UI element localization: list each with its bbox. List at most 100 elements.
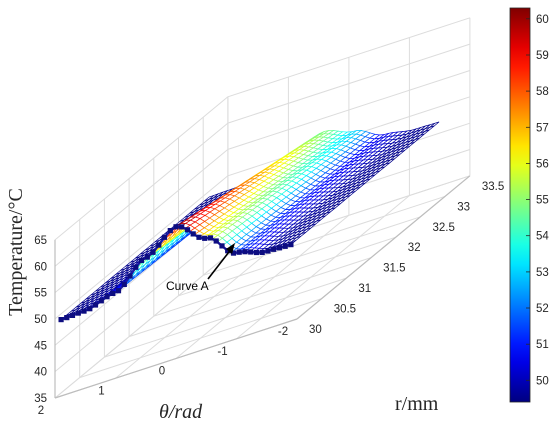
x-tick-label: 33.5 — [482, 181, 504, 193]
grid-line — [54, 228, 229, 372]
curve-a-marker — [110, 290, 116, 296]
grid-line — [115, 234, 289, 379]
axes-walls — [54, 17, 471, 399]
curve-a-marker — [207, 235, 214, 241]
y-tick-label: -2 — [278, 326, 288, 338]
z-axis-label: Temperature/°C — [5, 188, 27, 316]
grid-line — [54, 254, 229, 399]
curve-a-marker — [161, 234, 168, 240]
curve-a-marker — [190, 231, 196, 237]
x-tick-label: 31.5 — [383, 263, 405, 275]
curve-a-marker — [133, 264, 139, 270]
colorbar-tick-label: 50 — [536, 375, 549, 387]
annotation-layer: Curve A — [166, 243, 235, 293]
z-tick-label: 40 — [34, 367, 47, 379]
curve-a-marker — [156, 242, 162, 248]
curve-a-marker — [104, 294, 110, 300]
grid-line — [178, 216, 421, 297]
x-tick-label: 33 — [457, 201, 470, 213]
curve-a-marker — [265, 248, 271, 254]
colorbar-tick-label: 57 — [536, 122, 549, 134]
x-tick-label: 30.5 — [334, 304, 356, 316]
surface-mesh — [60, 121, 440, 320]
colorbar-tick-label: 52 — [536, 303, 549, 315]
curve-a-marker — [253, 249, 260, 256]
curve-a-marker — [87, 306, 93, 312]
colorbar-tick-label: 60 — [536, 14, 549, 26]
tick-labels: 35404550556065-2-10123030.53131.53232.53… — [34, 181, 504, 417]
curve-a-marker — [230, 250, 237, 256]
curve-a-marker — [179, 224, 185, 230]
annotation-arrowhead — [226, 243, 235, 254]
grid-line — [153, 236, 396, 317]
curve-a-marker — [219, 243, 225, 249]
curve-a-marker — [75, 310, 81, 316]
curve-a-marker — [236, 249, 242, 255]
curve-a-marker — [127, 273, 133, 279]
curve-a-marker — [138, 257, 145, 263]
colorbar-tick-label: 54 — [536, 231, 549, 243]
x-tick-label: 30 — [309, 324, 322, 336]
colorbar-tick-label: 53 — [536, 267, 549, 279]
colorbar-tick-label: 59 — [536, 50, 549, 62]
colorbar-tick-label: 55 — [536, 195, 549, 207]
annotation-arrow — [207, 247, 233, 280]
curve-a-marker — [271, 246, 277, 252]
curve-a-marker — [242, 249, 248, 255]
curve-a-marker — [248, 249, 254, 255]
curve-a-marker — [64, 315, 70, 321]
z-tick-label: 35 — [34, 393, 47, 405]
curve-a-marker — [276, 245, 283, 251]
curve-a-marker — [121, 281, 127, 287]
axis-edge — [296, 175, 471, 320]
curve-a-marker — [173, 224, 179, 230]
grid-line — [104, 277, 347, 358]
y-tick-label: 0 — [159, 366, 165, 378]
curve-a-marker — [58, 317, 64, 323]
grid-line — [54, 122, 229, 267]
curve-a-marker — [92, 302, 99, 308]
curve-a-marker — [150, 249, 156, 255]
z-tick-label: 50 — [34, 314, 47, 326]
x-tick-label: 31 — [358, 283, 371, 295]
curve-a-marker — [69, 312, 76, 318]
y-tick-label: 2 — [38, 405, 44, 417]
colorbar-gradient — [509, 7, 531, 403]
grid-line — [54, 96, 229, 241]
grid-line — [128, 257, 372, 338]
x-tick-label: 32 — [408, 242, 421, 254]
colorbar-tick-label: 56 — [536, 158, 549, 170]
curve-a-marker — [282, 243, 288, 249]
colorbar-tick-label: 51 — [536, 339, 549, 351]
curve-a-marker — [184, 227, 191, 233]
y-tick-label: 1 — [98, 385, 104, 397]
annotation-curve-a: Curve A — [166, 279, 209, 293]
curve-a-marker — [81, 308, 87, 314]
colorbar-tick-label: 58 — [536, 86, 549, 98]
z-tick-label: 60 — [34, 261, 47, 273]
z-tick-label: 65 — [34, 235, 47, 247]
x-axis-label: r/mm — [395, 393, 439, 415]
grid-line — [236, 195, 410, 340]
curve-a-marker — [202, 235, 208, 241]
grid-line — [175, 214, 350, 359]
axis-edge — [54, 318, 298, 399]
curve-a-marker — [98, 298, 104, 304]
axis-labels: Temperature/°C r/mm θ/rad — [5, 188, 439, 423]
curve-a-marker — [225, 248, 231, 254]
grid-line — [79, 298, 322, 379]
colorbar: 50 51 52 53 54 55 56 57 58 59 60 — [509, 7, 549, 403]
curve-a-marker — [288, 242, 294, 248]
grid-line — [203, 195, 446, 276]
grid-line — [54, 175, 229, 320]
x-tick-label: 32.5 — [433, 222, 455, 234]
curve-a-marker — [115, 288, 122, 294]
curve-a — [58, 224, 294, 323]
curve-a-marker — [196, 234, 202, 240]
curve-a-marker — [259, 249, 265, 255]
y-tick-label: -1 — [217, 346, 227, 358]
z-tick-label: 55 — [34, 288, 47, 300]
curve-a-marker — [144, 254, 150, 260]
